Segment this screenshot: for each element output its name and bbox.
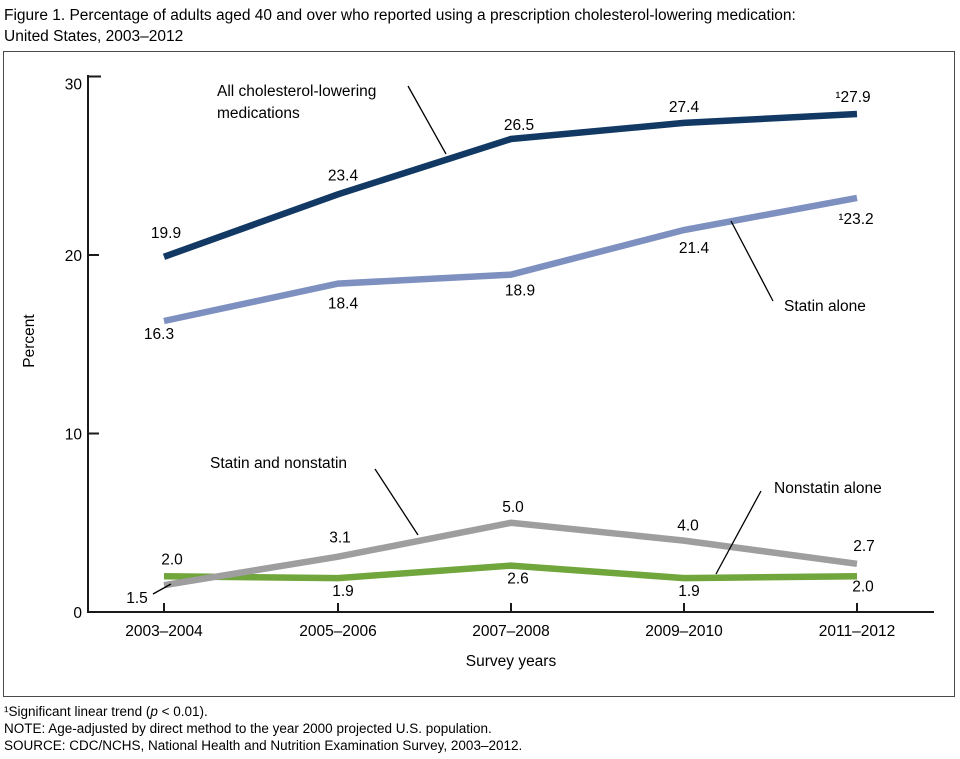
value-label-statin-alone-1: 18.4 (328, 296, 359, 313)
figure-title-line1: Figure 1. Percentage of adults aged 40 a… (4, 7, 796, 24)
y-axis-title: Percent (21, 314, 38, 368)
series-line-all-cholesterol-lowering-medications (162, 110, 858, 260)
x-axis-title: Survey years (466, 653, 557, 670)
x-tick-label-2009-2010: 2009–2010 (645, 623, 723, 640)
figure-title: Figure 1. Percentage of adults aged 40 a… (4, 5, 796, 47)
callout-leader-nonstatin-alone (715, 490, 762, 575)
value-label-nonstatin-alone-4: 2.0 (852, 578, 874, 595)
footnote-significance-pvalue: p (150, 704, 158, 719)
value-label-statin-and-nonstatin-3: 4.0 (677, 518, 699, 535)
callout-label-all-cholesterol-lowering-medications: medications (217, 105, 300, 122)
y-tick-label-20: 20 (65, 248, 83, 265)
value-label-all-cholesterol-lowering-medications-0: 19.9 (151, 225, 181, 242)
value-label-statin-alone-2: 18.9 (505, 283, 535, 300)
x-tick-label-2007-2008: 2007–2008 (472, 623, 550, 640)
series-line-nonstatin-alone (163, 562, 858, 582)
value-label-statin-and-nonstatin-0: 1.5 (126, 590, 148, 607)
callout-label-statin-alone: Statin alone (784, 298, 866, 315)
series-line-statin-and-nonstatin (163, 519, 858, 589)
callout-label-statin-and-nonstatin: Statin and nonstatin (210, 455, 347, 472)
y-tick-label-0: 0 (73, 605, 82, 622)
callout-label-all-cholesterol-lowering-medications: All cholesterol-lowering (217, 83, 376, 100)
value-label-statin-alone-4: ¹23.2 (838, 211, 873, 228)
callout-leader-all-cholesterol-lowering-medications (407, 85, 447, 155)
value-label-nonstatin-alone-3: 1.9 (678, 583, 700, 600)
callout-leader-statin-alone (730, 220, 774, 302)
value-label-statin-alone-0: 16.3 (144, 326, 174, 343)
footnote-significance: ¹Significant linear trend (p < 0.01). (4, 703, 522, 720)
figure-title-line2: United States, 2003–2012 (4, 28, 184, 45)
footnote-note: NOTE: Age-adjusted by direct method to t… (4, 721, 492, 736)
value-label-statin-and-nonstatin-2: 5.0 (502, 499, 524, 516)
value-label-nonstatin-alone-0: 2.0 (161, 551, 183, 568)
value-label-statin-alone-3: 21.4 (679, 240, 710, 257)
callout-leader-statin-and-nonstatin (374, 468, 419, 536)
value-label-nonstatin-alone-1: 1.9 (332, 583, 354, 600)
x-tick-label-2011-2012: 2011–2012 (819, 623, 895, 640)
value-label-all-cholesterol-lowering-medications-2: 26.5 (504, 117, 534, 134)
value-label-all-cholesterol-lowering-medications-3: 27.4 (669, 99, 700, 116)
footnote-source: SOURCE: CDC/NCHS, National Health and Nu… (4, 738, 523, 753)
axes-line (87, 75, 934, 613)
value-label-nonstatin-alone-2: 2.6 (507, 571, 529, 588)
x-tick-label-2005-2006: 2005–2006 (299, 623, 377, 640)
callout-label-nonstatin-alone: Nonstatin alone (774, 480, 882, 497)
footnote-significance-post: < 0.01). (157, 704, 208, 719)
value-label-statin-and-nonstatin-4: 2.7 (853, 538, 875, 555)
value-label-statin-and-nonstatin-1: 3.1 (329, 530, 351, 547)
footnote-significance-pre: ¹Significant linear trend ( (4, 704, 151, 719)
footnotes: ¹Significant linear trend (p < 0.01). NO… (4, 703, 522, 754)
value-label-all-cholesterol-lowering-medications-4: ¹27.9 (835, 89, 870, 106)
chart-frame: 0 10 20 30 2003–2004 2005–2006 2007–2008 2009–2… (3, 51, 955, 697)
y-tick-label-30: 30 (65, 77, 83, 94)
y-tick-label-10: 10 (65, 427, 83, 444)
chart-canvas: 0 10 20 30 2003–2004 2005–2006 2007–2008 2009–2… (21, 75, 934, 670)
series-line-statin-alone (163, 194, 858, 325)
value-label-all-cholesterol-lowering-medications-1: 23.4 (328, 167, 359, 184)
x-tick-label-2003-2004: 2003–2004 (125, 623, 203, 640)
value-label-leader (152, 583, 172, 595)
